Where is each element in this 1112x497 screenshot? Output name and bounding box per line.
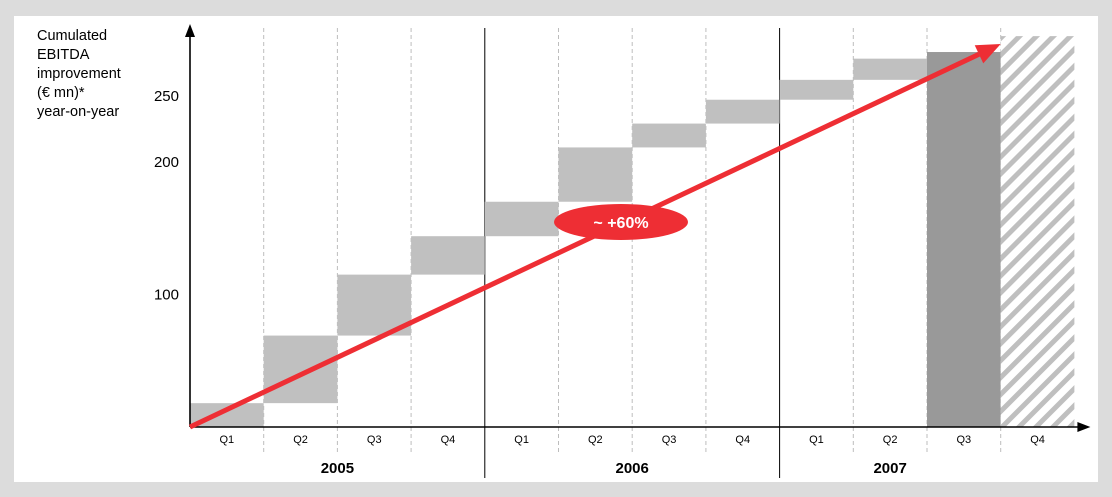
x-quarter-label: Q2 [883,434,898,446]
x-quarter-label: Q2 [588,434,603,446]
waterfall-bar [337,274,412,336]
y-axis-label-line-1: Cumulated [37,28,108,44]
waterfall-bar [705,99,780,124]
y-axis-arrow-icon [185,24,195,37]
x-year-label: 2005 [321,460,354,477]
x-year-label: 2006 [616,460,649,477]
x-quarter-label: Q2 [293,434,308,446]
y-axis-label-line-4: (€ mn)* [37,85,85,101]
bars [190,36,1075,428]
x-axis-arrow-icon [1077,422,1091,432]
x-quarter-label: Q3 [662,434,677,446]
axes [185,24,1091,432]
y-axis-label-line-2: EBITDA [37,47,90,63]
y-axis-label-line-5: year-on-year [37,104,120,120]
y-tick-label: 100 [154,287,179,304]
total-bar [927,52,1001,428]
x-year-label: 2007 [873,460,906,477]
waterfall-bar [779,79,854,100]
axis-labels: 100 200 250 Q1 Q2 Q3 Q4 Q1 Q2 Q3 Q4 Q1 Q2 Q3 Q4 2005 200… [154,88,1045,477]
waterfall-bar [411,236,485,275]
y-tick-label: 200 [154,154,179,171]
growth-annotation-label: ~ +60% [593,215,648,232]
trend-arrow-line [188,52,981,430]
x-quarter-label: Q3 [367,434,382,446]
waterfall-bar [484,201,559,237]
trend-group: ~ +60% [188,44,1001,430]
growth-annotation-ellipse [554,204,688,240]
x-quarter-label: Q3 [957,434,972,446]
x-quarter-label: Q1 [809,434,824,446]
trend-arrow-head-icon [974,44,1001,64]
waterfall-bar [263,335,338,404]
x-quarter-label: Q4 [1030,434,1045,446]
y-axis-label-line-3: improvement [37,66,121,82]
forecast-total-bar [1000,36,1075,427]
waterfall-bar [632,123,706,148]
x-quarter-label: Q1 [514,434,529,446]
y-axis-label: Cumulated EBITDA improvement (€ mn)* yea… [37,27,121,122]
x-quarter-label: Q4 [441,434,456,446]
waterfall-bar [853,58,927,80]
y-tick-label: 250 [154,88,179,105]
waterfall-bar [558,147,633,202]
x-quarter-label: Q4 [735,434,750,446]
x-quarter-label: Q1 [220,434,235,446]
